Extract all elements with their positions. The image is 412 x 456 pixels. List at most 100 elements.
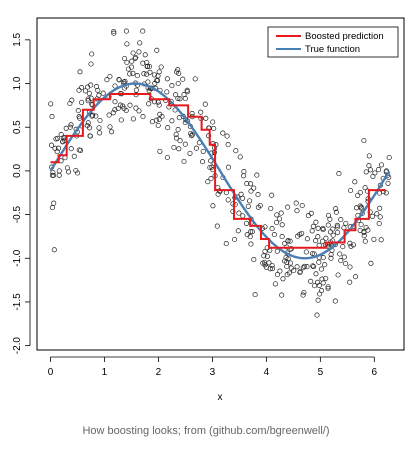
scatter-point: [285, 238, 291, 244]
y-tick-label: 1.0: [12, 76, 23, 90]
scatter-point: [357, 189, 363, 196]
scatter-point: [323, 275, 329, 281]
scatter-point: [123, 28, 129, 34]
scatter-point: [200, 148, 206, 154]
y-tick-label: -1.0: [12, 249, 23, 267]
scatter-point: [112, 99, 118, 105]
scatter-point: [147, 69, 153, 75]
scatter-point: [93, 113, 99, 119]
scatter-point: [304, 236, 310, 242]
scatter-point: [136, 108, 142, 114]
scatter-point: [100, 90, 106, 96]
scatter-point: [262, 262, 268, 268]
scatter-point: [130, 50, 136, 56]
scatter-point: [376, 167, 382, 173]
scatter-point: [58, 132, 64, 138]
scatter-point: [86, 90, 92, 96]
scatter-point: [337, 251, 343, 257]
scatter-point: [295, 233, 301, 239]
scatter-point: [333, 209, 339, 215]
scatter-point: [48, 101, 54, 107]
scatter-point: [165, 125, 171, 131]
scatter-point: [182, 141, 188, 147]
scatter-point: [263, 264, 269, 270]
scatter-point: [343, 260, 349, 267]
scatter-point: [106, 112, 112, 118]
scatter-point: [123, 107, 129, 114]
scatter-point: [278, 210, 284, 216]
scatter-point: [144, 59, 150, 66]
scatter-point: [372, 170, 378, 176]
scatter-point: [133, 87, 139, 93]
scatter-point: [308, 210, 314, 216]
scatter-point: [76, 147, 82, 153]
scatter-point: [241, 173, 247, 179]
scatter-point: [352, 179, 358, 185]
scatter-point: [236, 210, 242, 216]
scatter-point: [124, 41, 130, 47]
scatter-point: [130, 70, 136, 76]
scatter-point: [366, 153, 372, 159]
legend-label-boosted: Boosted prediction: [305, 31, 384, 42]
scatter-point: [117, 102, 123, 108]
scatter-point: [53, 136, 59, 142]
scatter-point: [320, 227, 326, 233]
scatter-point: [67, 100, 73, 107]
scatter-point: [50, 169, 56, 176]
x-tick-label: 0: [48, 367, 54, 378]
y-tick-label: 0.0: [12, 164, 23, 178]
scatter-point: [51, 247, 57, 253]
scatter-point: [237, 154, 243, 160]
scatter-point: [164, 154, 170, 161]
axes: 0 1 2 3 4 5 6 -2.0 -1.5 -1.0 -0.5 0.0 0.5 1.0 1.5: [12, 32, 378, 378]
scatter-point: [88, 95, 94, 101]
figure-caption: How boosting looks; from (github.com/bgr…: [82, 425, 330, 437]
scatter-point: [49, 114, 55, 120]
scatter-points: [48, 28, 392, 318]
scatter-point: [300, 265, 306, 271]
scatter-point: [189, 132, 195, 138]
scatter-point: [175, 95, 181, 101]
scatter-point: [230, 201, 236, 207]
scatter-point: [303, 249, 309, 255]
scatter-point: [129, 58, 135, 64]
scatter-point: [249, 229, 255, 235]
scatter-point: [378, 237, 384, 243]
scatter-point: [76, 114, 82, 120]
scatter-point: [56, 168, 62, 174]
scatter-point: [87, 133, 93, 139]
plot-frame: [36, 17, 405, 351]
scatter-point: [357, 203, 363, 209]
scatter-point: [347, 264, 353, 270]
scatter-point: [188, 130, 194, 137]
scatter-point: [268, 205, 274, 212]
scatter-point: [276, 216, 283, 222]
scatter-point: [282, 258, 288, 264]
scatter-point: [366, 163, 372, 169]
scatter-point: [376, 220, 382, 227]
scatter-point: [157, 148, 163, 154]
scatter-point: [180, 76, 186, 82]
scatter-point: [248, 229, 254, 235]
scatter-point: [184, 89, 190, 95]
scatter-point: [55, 145, 62, 151]
scatter-point: [210, 203, 216, 209]
x-tick-label: 1: [102, 367, 108, 378]
scatter-point: [300, 292, 306, 298]
scatter-point: [336, 171, 342, 177]
scatter-point: [328, 255, 334, 261]
scatter-point: [279, 222, 285, 228]
scatter-point: [294, 264, 300, 270]
scatter-point: [85, 96, 91, 102]
scatter-point: [340, 244, 346, 250]
scatter-point: [241, 169, 247, 175]
scatter-point: [248, 188, 254, 194]
scatter-point: [75, 108, 81, 114]
scatter-point: [347, 279, 353, 285]
scatter-point: [332, 298, 338, 304]
scatter-point: [71, 153, 77, 159]
scatter-point: [173, 92, 179, 98]
true-function-line: [49, 82, 391, 260]
scatter-point: [283, 254, 289, 261]
scatter-point: [272, 281, 278, 287]
